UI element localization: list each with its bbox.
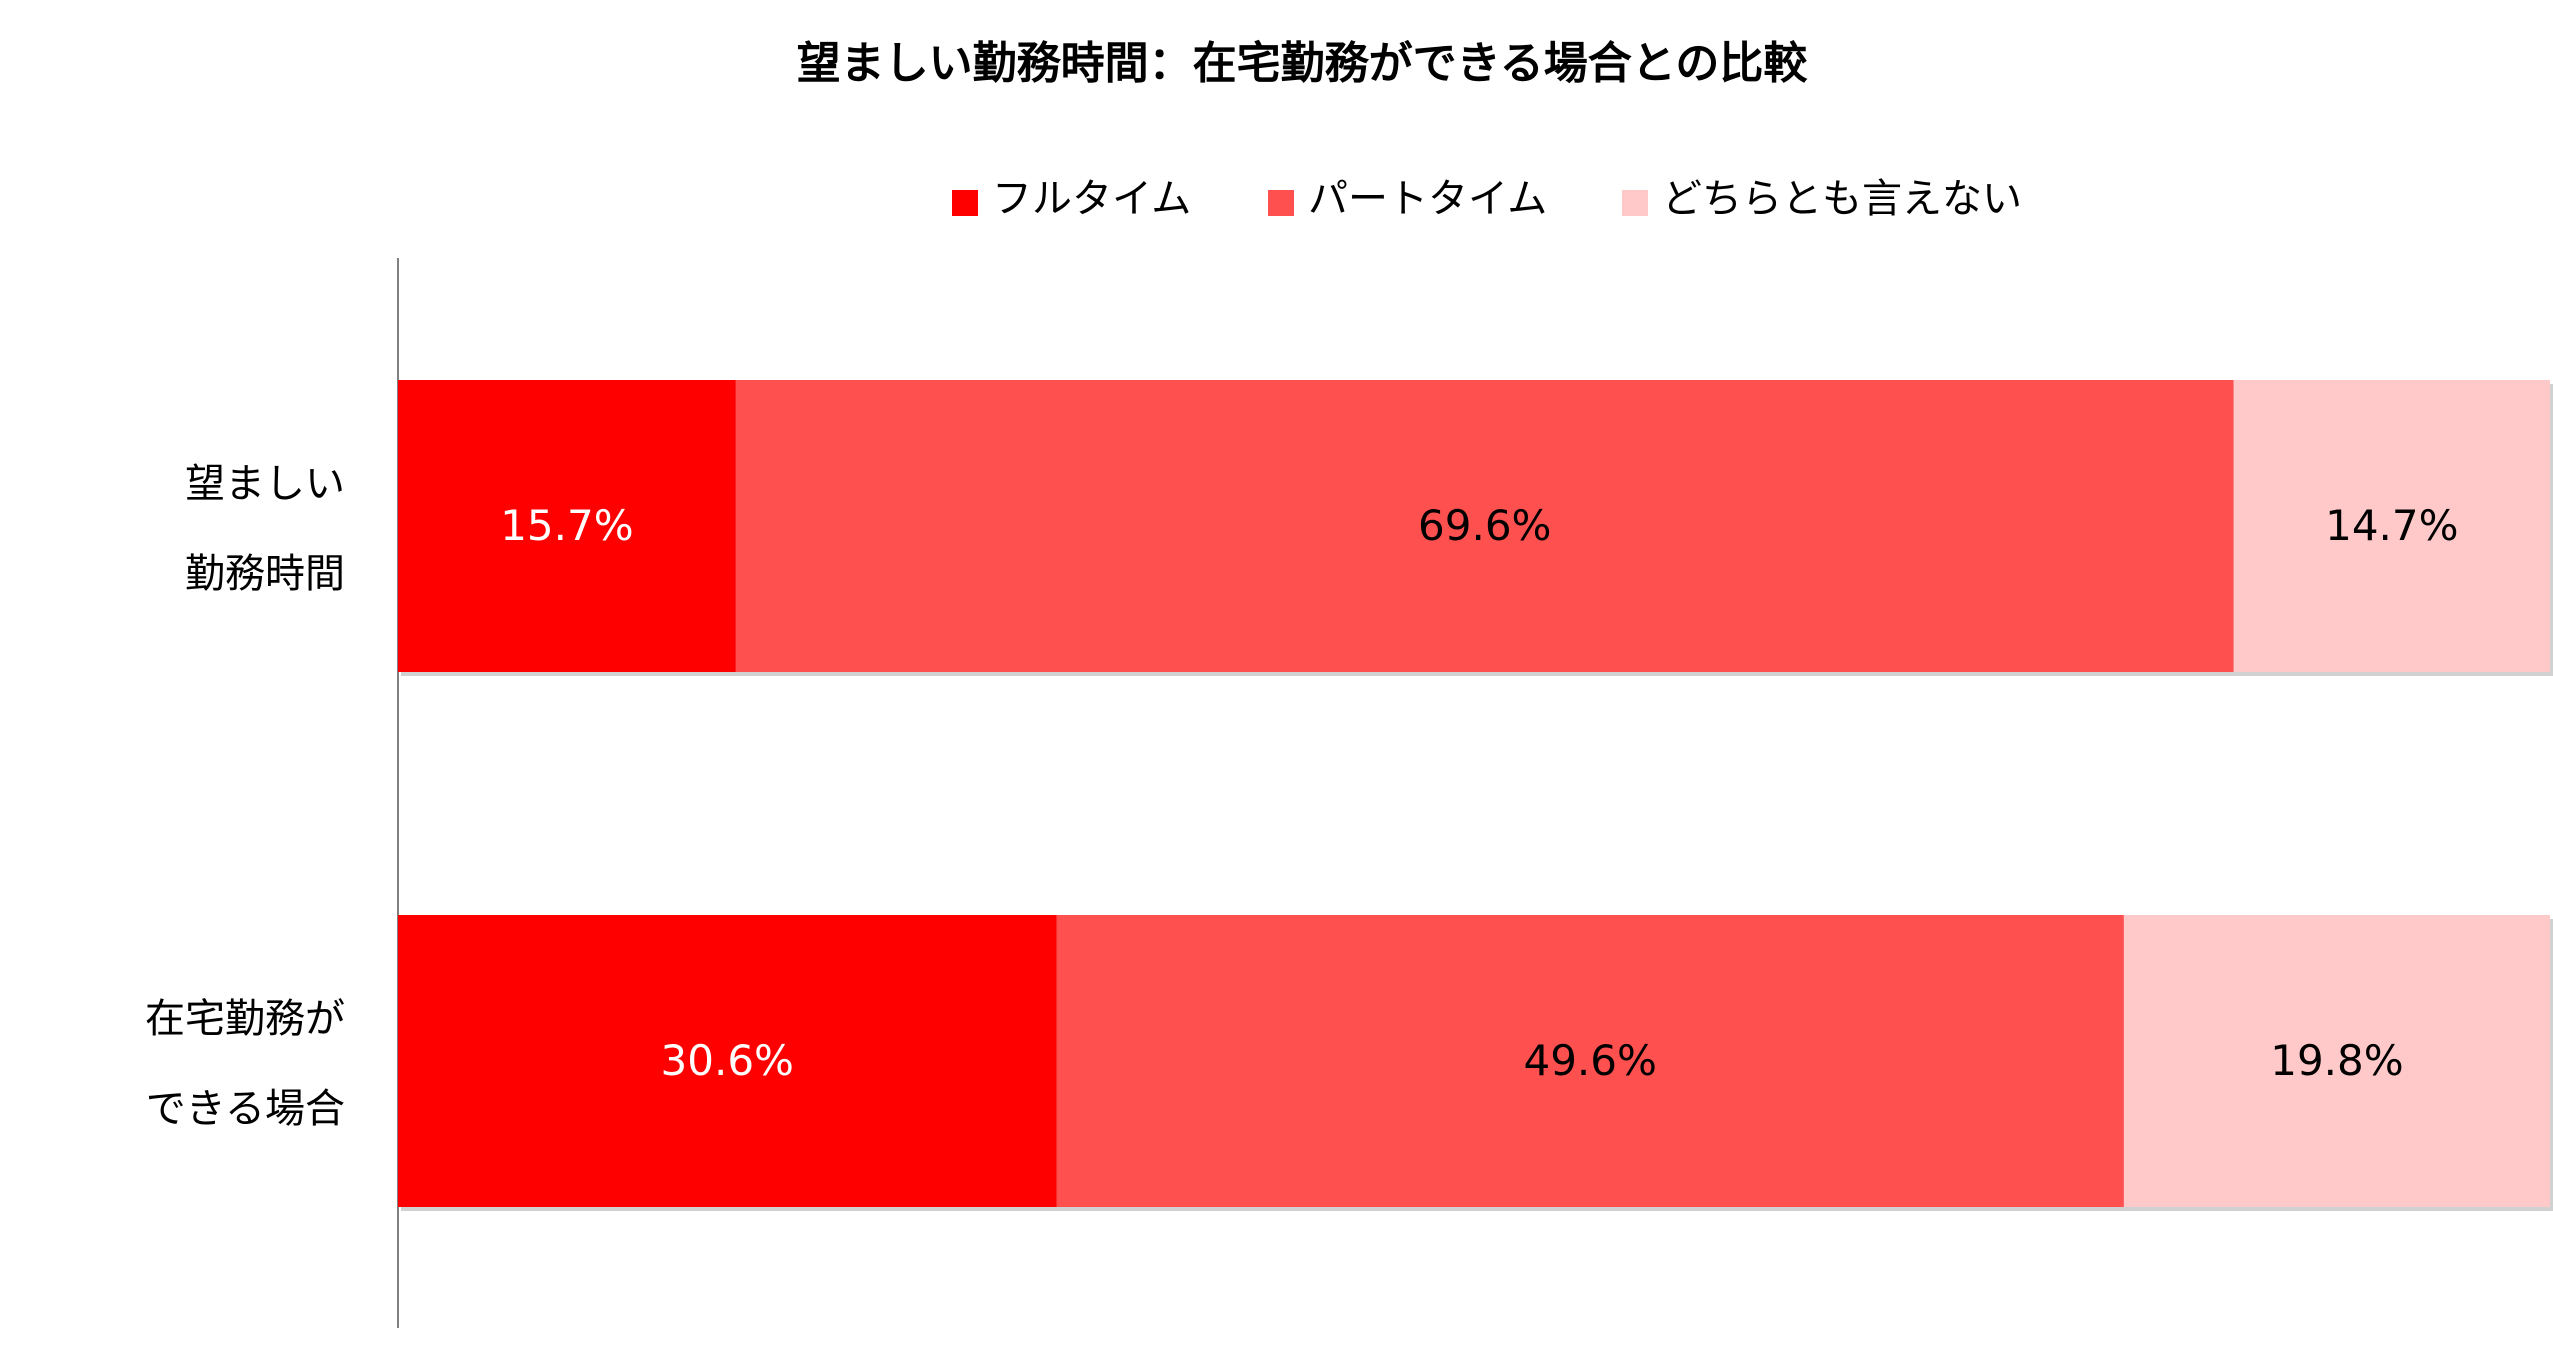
legend-label-3: どちらとも言えない [1662,176,2022,222]
category-label-1-line-2: 勤務時間 [185,551,345,597]
legend-swatch-1 [952,190,978,216]
bar-segment-2-2 [1056,915,2124,1207]
category-label-1-line-1: 望ましい [185,461,345,507]
data-label-1-3: 14.7% [2325,501,2458,550]
legend-swatch-3 [1622,190,1648,216]
bars: 15.7% 69.6% 14.7% 30.6% 49.6% 19.8% [398,380,2553,1211]
chart-title: 望ましい勤務時間：在宅勤務ができる場合との比較 [797,38,1809,89]
legend-swatch-2 [1268,190,1294,216]
legend-label-2: パートタイム [1308,176,1547,222]
bar-segment-2-3 [2123,915,2550,1207]
category-label-2-line-2: できる場合 [146,1086,345,1132]
legend-label-1: フルタイム [992,176,1191,222]
data-label-1-1: 15.7% [500,501,633,550]
category-label-2-line-1: 在宅勤務が [145,996,345,1042]
data-label-2-3: 19.8% [2270,1036,2403,1085]
data-label-2-1: 30.6% [661,1036,794,1085]
bar-segment-1-1 [398,380,736,672]
legend: フルタイム パートタイム どちらとも言えない [952,176,2022,222]
data-label-2-2: 49.6% [1523,1036,1656,1085]
bar-segment-1-3 [2233,380,2550,672]
bar-segment-1-2 [735,380,2234,672]
bar-segment-2-1 [398,915,1057,1207]
data-label-1-2: 69.6% [1418,501,1551,550]
